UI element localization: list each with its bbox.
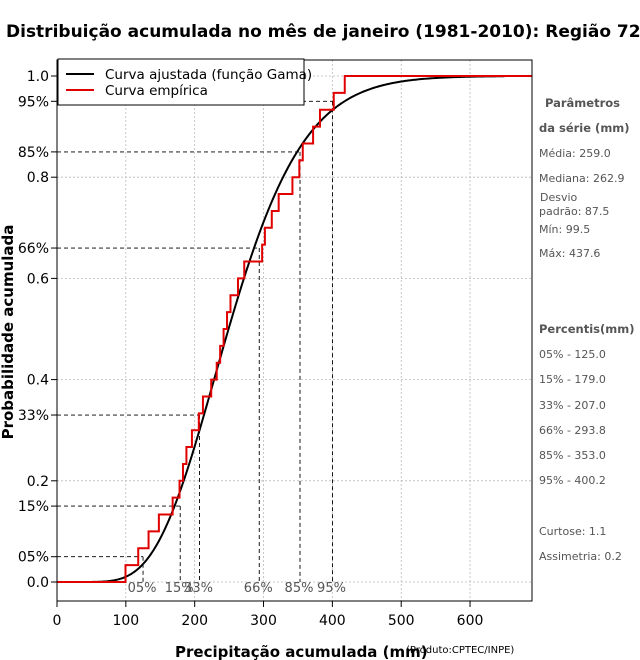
percentile-axis-label: 33% [184, 581, 213, 596]
y-tick-label: 0.8 [27, 170, 49, 186]
y-tick-label: 95% [18, 94, 49, 110]
gamma-fit-curve [57, 75, 505, 583]
legend-box [57, 58, 305, 106]
percentis-title: Percentis(mm) [539, 322, 634, 336]
legend: Curva ajustada (função Gama) Curva empír… [57, 58, 312, 106]
stat-media: Média: 259.0 [539, 147, 611, 160]
stat-mediana: Mediana: 262.9 [539, 172, 624, 185]
percentil-95: 95% - 400.2 [539, 474, 606, 487]
y-tick-label: 85% [18, 145, 49, 161]
percentil-85: 85% - 353.0 [539, 449, 606, 462]
percentile-axis-label: 15% [165, 581, 194, 596]
y-tick-label: 0.2 [27, 474, 49, 490]
y-tick-label: 0.4 [27, 373, 49, 389]
y-tick-label: 15% [18, 499, 49, 515]
plot-area [57, 60, 532, 601]
x-axis-title: Precipitação acumulada (mm) [175, 643, 428, 660]
stat-desvio-2: padrão: 87.5 [539, 205, 609, 218]
x-tick-label: 600 [457, 613, 484, 629]
y-tick-label: 0.6 [27, 271, 49, 287]
percentil-66: 66% - 293.8 [539, 424, 606, 437]
percentil-15: 15% - 179.0 [539, 373, 606, 386]
percentile-labels: 05% 15%33% 66% 85% 95% [128, 581, 346, 596]
y-axis-title: Probabilidade acumulada [0, 225, 17, 440]
chart-title: Distribuição acumulada no mês de janeiro… [6, 22, 640, 42]
side-panel: Parâmetros da série (mm) Média: 259.0 Me… [539, 96, 634, 563]
y-tick-label: 05% [18, 550, 49, 566]
x-tick-label: 300 [250, 613, 277, 629]
x-tick-label: 0 [53, 613, 62, 629]
percentile-axis-label: 85% [285, 581, 314, 596]
percentile-axis-label: 66% [244, 581, 273, 596]
credit-label: (Produto:CPTEC/INPE) [406, 645, 514, 656]
stat-min: Mín: 99.5 [539, 223, 590, 236]
percentile-axis-label: 05% [128, 581, 157, 596]
y-tick-label: 1.0 [27, 69, 49, 85]
percentil-05: 05% - 125.0 [539, 348, 606, 361]
stat-max: Máx: 437.6 [539, 247, 600, 260]
x-tick-label: 400 [319, 613, 346, 629]
stat-desvio-1: Desvio [540, 191, 578, 204]
empirical-step-curve [57, 75, 532, 583]
y-axis: 0.0 05% 15% 0.2 33% 0.4 0.6 66% 0.8 85% 95% 1.0 [18, 69, 57, 591]
percentile-axis-label: 95% [317, 581, 346, 596]
params-title: Parâmetros [545, 96, 620, 110]
x-axis: 0 100 200 300 400 500 600 [53, 601, 484, 629]
stat-curtose: Curtose: 1.1 [539, 525, 606, 538]
x-tick-label: 200 [181, 613, 208, 629]
params-subtitle: da série (mm) [539, 121, 630, 135]
y-tick-label: 33% [18, 408, 49, 424]
x-tick-label: 100 [112, 613, 139, 629]
percentil-33: 33% - 207.0 [539, 399, 606, 412]
y-tick-label: 0.0 [27, 575, 49, 591]
x-tick-label: 500 [388, 613, 415, 629]
stat-assimetria: Assimetria: 0.2 [539, 550, 622, 563]
legend-label-gamma: Curva ajustada (função Gama) [105, 67, 312, 83]
y-tick-label: 66% [18, 241, 49, 257]
curves [57, 75, 532, 583]
legend-label-empirical: Curva empírica [105, 83, 208, 99]
